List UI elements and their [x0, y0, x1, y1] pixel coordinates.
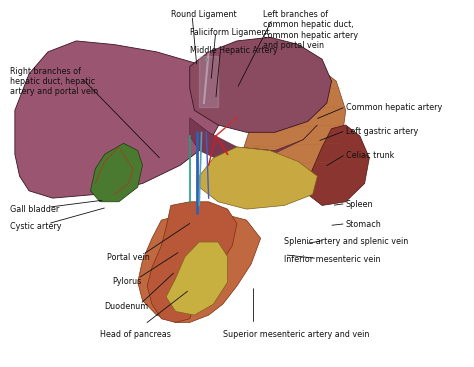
Text: Round Ligament: Round Ligament	[171, 10, 237, 19]
Polygon shape	[308, 125, 369, 206]
Text: Common hepatic artery: Common hepatic artery	[346, 103, 442, 112]
Text: Pylorus: Pylorus	[112, 277, 141, 286]
Polygon shape	[91, 143, 143, 202]
Text: Head of pancreas: Head of pancreas	[100, 330, 171, 339]
Polygon shape	[242, 66, 346, 195]
Text: Left branches of
common hepatic duct,
common hepatic artery
and portal vein: Left branches of common hepatic duct, co…	[263, 10, 358, 50]
Text: Spleen: Spleen	[346, 200, 373, 209]
Polygon shape	[138, 213, 261, 323]
Polygon shape	[147, 202, 237, 323]
Text: Stomach: Stomach	[346, 220, 382, 229]
Text: Celiac trunk: Celiac trunk	[346, 150, 394, 160]
Polygon shape	[190, 37, 331, 132]
Polygon shape	[190, 118, 318, 161]
Text: Splenic artery and splenic vein: Splenic artery and splenic vein	[284, 236, 409, 246]
Text: Superior mesenteric artery and vein: Superior mesenteric artery and vein	[223, 330, 369, 339]
Text: Portal vein: Portal vein	[107, 253, 150, 262]
Text: Cystic artery: Cystic artery	[10, 222, 62, 231]
Polygon shape	[199, 147, 318, 209]
Text: Left gastric artery: Left gastric artery	[346, 127, 418, 136]
Text: Middle Hepatic Artery: Middle Hepatic Artery	[190, 46, 277, 55]
Text: Gall bladder: Gall bladder	[10, 206, 59, 214]
Text: Duodenum: Duodenum	[105, 302, 149, 311]
Polygon shape	[15, 41, 228, 198]
Text: Right branches of
hepatic duct, hepatic
artery and portal vein: Right branches of hepatic duct, hepatic …	[10, 66, 98, 96]
Polygon shape	[166, 242, 228, 315]
Text: Inferior mesenteric vein: Inferior mesenteric vein	[284, 255, 381, 264]
Text: Faliciform Ligament: Faliciform Ligament	[190, 28, 269, 37]
